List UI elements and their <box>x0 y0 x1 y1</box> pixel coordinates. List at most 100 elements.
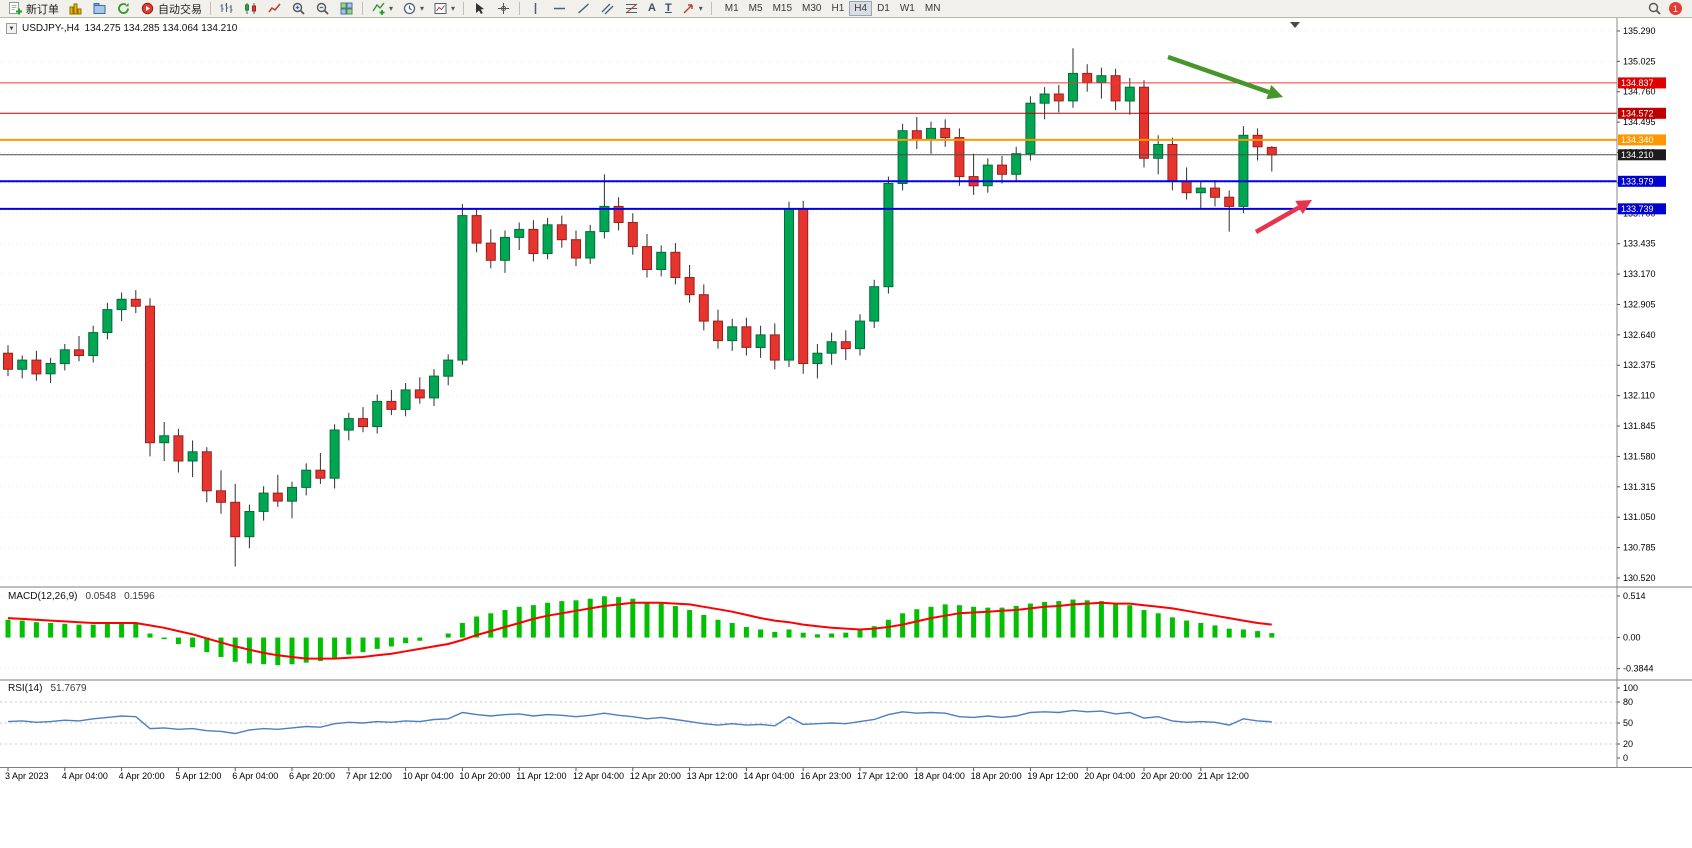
time-axis-label: 21 Apr 12:00 <box>1198 771 1249 781</box>
candle-body <box>244 511 255 538</box>
periods-dropdown[interactable]: ▾ <box>398 1 428 17</box>
candle-body <box>869 286 880 322</box>
candle-body <box>400 389 411 410</box>
candle-body <box>88 332 99 357</box>
toolbar-separator <box>362 2 363 15</box>
channel-button[interactable] <box>596 1 619 17</box>
price-axis-label: 132.110 <box>1623 391 1655 401</box>
price-axis-label: 131.315 <box>1623 482 1656 492</box>
fibonacci-button[interactable] <box>620 1 643 17</box>
downtrend-arrow-head[interactable] <box>1266 85 1283 100</box>
indicators-dropdown[interactable]: ▾ <box>367 1 397 17</box>
one-click-collapse-icon[interactable]: ▼ <box>6 23 17 34</box>
candle-body <box>485 242 496 261</box>
search-button[interactable] <box>1643 1 1666 17</box>
text-button[interactable]: A <box>644 1 660 17</box>
price-tag-134.210[interactable] <box>1618 149 1666 161</box>
charts-button[interactable] <box>64 1 87 17</box>
notification-count: 1 <box>1672 3 1678 14</box>
new-order-icon <box>9 2 22 15</box>
line-chart-button[interactable] <box>263 1 286 17</box>
timeframe-m15[interactable]: M15 <box>768 1 797 16</box>
chevron-down-icon: ▾ <box>389 3 394 13</box>
candle-body <box>599 205 610 233</box>
candle-body <box>883 183 894 288</box>
timeframe-d1[interactable]: D1 <box>872 1 895 16</box>
timeframe-m5[interactable]: M5 <box>744 1 768 16</box>
price-tag-134.572[interactable] <box>1618 107 1666 119</box>
candle-body <box>1210 187 1220 198</box>
candle-body <box>3 352 13 370</box>
candle-body <box>940 127 951 139</box>
candle-body <box>713 320 723 342</box>
auto-trading-button[interactable]: 自动交易 <box>136 1 206 17</box>
price-axis-label: 131.050 <box>1623 512 1656 522</box>
rsi-line <box>7 709 1272 735</box>
time-axis-label: 12 Apr 04:00 <box>573 771 624 781</box>
candle-body <box>386 400 397 410</box>
templates-dropdown[interactable]: ▾ <box>429 1 459 17</box>
candle-body <box>1039 93 1050 104</box>
zoom-in-button[interactable] <box>287 1 310 17</box>
time-axis-label: 11 Apr 12:00 <box>516 771 566 781</box>
candle-body <box>1153 144 1164 159</box>
trendline-button[interactable] <box>572 1 595 17</box>
macd-axis-label: 0.514 <box>1623 591 1646 601</box>
arrows-dropdown[interactable]: ▾ <box>677 1 707 17</box>
price-tag-134.837[interactable] <box>1618 77 1666 89</box>
price-axis-label: 133.435 <box>1623 239 1656 249</box>
candle-body <box>656 251 667 271</box>
timeframe-h1[interactable]: H1 <box>826 1 849 16</box>
candle-body <box>897 130 908 184</box>
bounce-arrow[interactable] <box>1254 205 1301 234</box>
time-axis-label: 20 Apr 20:00 <box>1141 771 1192 781</box>
zoom-in-icon <box>292 2 305 15</box>
new-order-button[interactable]: 新订单 <box>4 1 63 17</box>
price-tag-133.739[interactable] <box>1618 203 1666 215</box>
candle-body <box>997 164 1007 175</box>
new-order-label: 新订单 <box>26 3 59 16</box>
bounce-arrow-head[interactable] <box>1295 200 1312 214</box>
toolbar-separator <box>710 2 712 15</box>
notification-badge[interactable]: 1 <box>1669 2 1682 15</box>
market-watch-button[interactable] <box>88 1 111 17</box>
time-axis-label: 7 Apr 12:00 <box>346 771 392 781</box>
candle-body <box>684 277 695 296</box>
text-label-button[interactable]: T <box>661 1 676 17</box>
cursor-button[interactable] <box>468 1 491 17</box>
time-axis-label: 6 Apr 20:00 <box>289 771 335 781</box>
timeframe-m1[interactable]: M1 <box>720 1 744 16</box>
tile-windows-button[interactable] <box>335 1 358 17</box>
candle-body <box>698 294 709 322</box>
candle-body <box>1139 86 1149 159</box>
price-tag-label: 134.210 <box>1621 150 1654 160</box>
timeframe-mn[interactable]: MN <box>920 1 946 16</box>
time-axis-label: 3 Apr 2023 <box>5 771 49 781</box>
auto-trading-label: 自动交易 <box>158 3 202 16</box>
horizontal-line-button[interactable] <box>548 1 571 17</box>
price-tag-133.979[interactable] <box>1618 175 1666 187</box>
zo om-out-button[interactable] <box>311 1 334 17</box>
ohlc-label: 134.275 134.285 134.064 134.210 <box>84 23 238 34</box>
candlestick-chart-button[interactable] <box>239 1 262 17</box>
candlestick-icon <box>245 3 256 14</box>
vertical-line-button[interactable] <box>524 1 547 17</box>
time-axis-label: 6 Apr 04:00 <box>232 771 278 781</box>
price-tag-134.340[interactable] <box>1618 134 1666 146</box>
chevron-down-icon: ▾ <box>698 3 703 13</box>
candle-body <box>287 486 297 502</box>
timeframe-h4[interactable]: H4 <box>849 1 873 16</box>
downtrend-arrow[interactable] <box>1167 54 1270 95</box>
chevron-down-icon: ▾ <box>451 3 456 13</box>
chart-shift-marker[interactable] <box>1290 22 1300 28</box>
price-axis-label: 132.375 <box>1623 360 1656 370</box>
refresh-button[interactable] <box>112 1 135 17</box>
bar-chart-button[interactable] <box>215 1 238 17</box>
timeframe-m30[interactable]: M30 <box>797 1 826 16</box>
candle-body <box>272 492 283 502</box>
crosshair-button[interactable] <box>492 1 515 17</box>
timeframe-w1[interactable]: W1 <box>895 1 920 16</box>
candle-body <box>585 231 596 259</box>
horizontal-line-icon <box>554 7 566 10</box>
